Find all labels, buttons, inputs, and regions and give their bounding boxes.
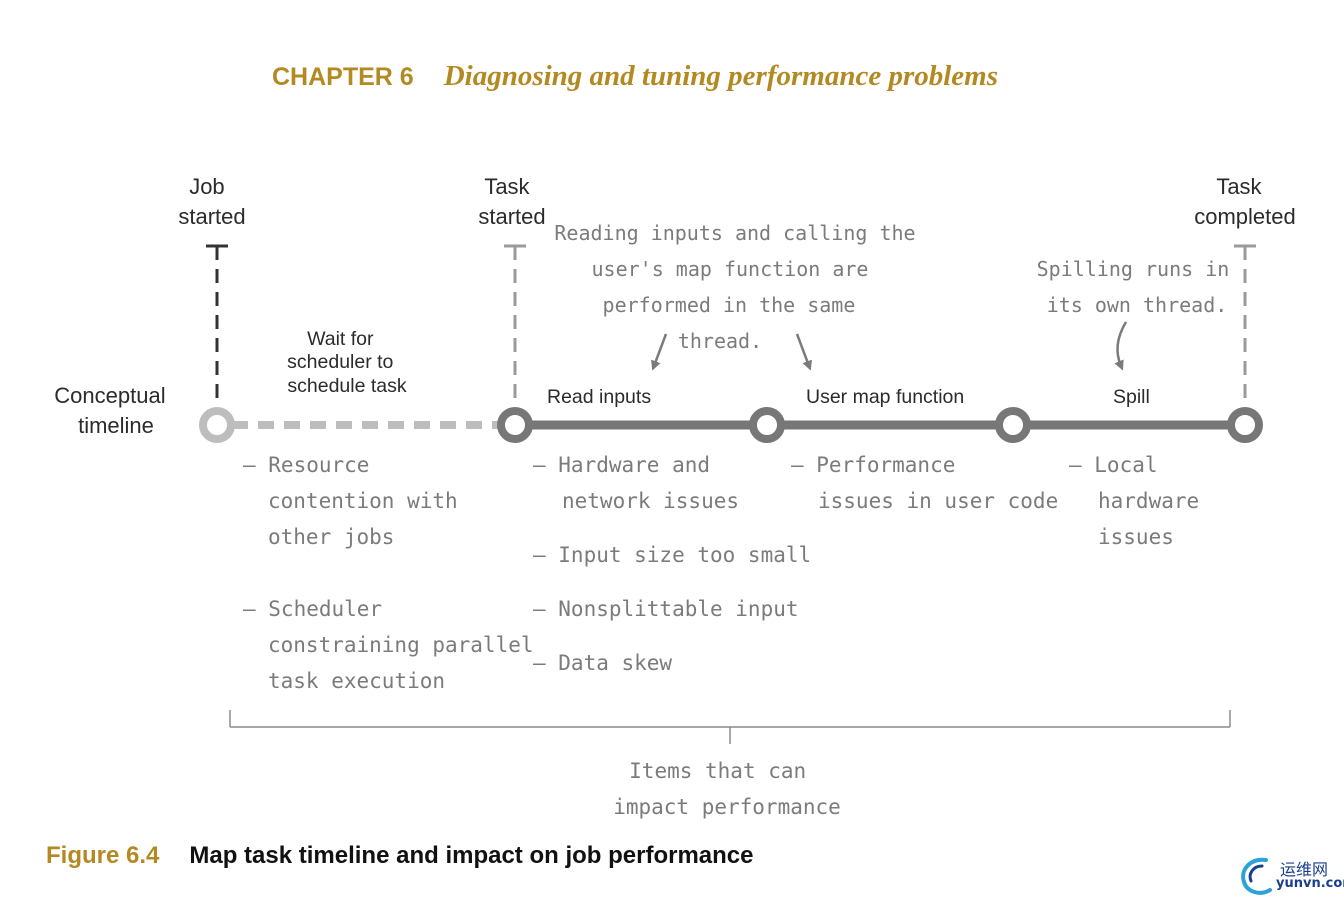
issue-hardware-network: – Hardware and network issues	[533, 453, 739, 513]
task-started-marker	[504, 244, 526, 406]
task-started-label: Task started	[478, 174, 545, 229]
phase-spill-label: Spill	[1113, 386, 1150, 408]
impact-bracket-label: Items that can impact performance	[613, 759, 841, 819]
timeline-node-job-start	[199, 407, 235, 443]
annotation-arrow-left	[651, 333, 668, 371]
watermark-swirl-icon	[1241, 857, 1272, 895]
impact-bracket	[229, 710, 1231, 744]
task-completed-label: Task completed	[1194, 174, 1296, 229]
timeline-node-task-start	[497, 407, 533, 443]
issue-data-skew: – Data skew	[533, 651, 672, 675]
watermark-text-en: yunvn.com	[1276, 876, 1344, 891]
issue-user-code-performance: – Performance issues in user code	[791, 453, 1058, 513]
annotation-arrow-right	[795, 333, 812, 371]
issue-local-hardware: – Local hardware issues	[1069, 453, 1212, 549]
issue-input-size-too-small: – Input size too small	[533, 543, 811, 567]
job-started-label: Job started	[178, 174, 245, 229]
timeline-node-spill-start	[995, 407, 1031, 443]
chapter-title: Diagnosing and tuning performance proble…	[443, 60, 999, 92]
chapter-number: CHAPTER 6	[272, 63, 414, 91]
figure-title: Map task timeline and impact on job perf…	[189, 842, 754, 869]
task-completed-marker	[1234, 244, 1256, 406]
conceptual-timeline-label: Conceptual timeline	[54, 383, 171, 438]
phase-user-map-function-label: User map function	[806, 386, 964, 408]
watermark-text-cn: 运维网	[1280, 860, 1329, 879]
issue-scheduler-constraint: – Scheduler constraining parallel task e…	[243, 597, 546, 693]
annotation-arrow-spill	[1114, 321, 1128, 371]
phase-read-inputs-label: Read inputs	[547, 386, 651, 408]
annotation-same-thread: Reading inputs and calling the user's ma…	[554, 221, 927, 353]
phase-wait-label: Wait for scheduler to schedule task	[287, 328, 407, 397]
annotation-spill-thread: Spilling runs in its own thread.	[1037, 257, 1242, 317]
figure-caption: Figure 6.4 Map task timeline and impact …	[46, 842, 754, 870]
timeline-node-task-end	[1227, 407, 1263, 443]
figure-number: Figure 6.4	[46, 842, 160, 869]
page-header: CHAPTER 6 Diagnosing and tuning performa…	[272, 60, 998, 100]
timeline-node-map-start	[749, 407, 785, 443]
issue-nonsplittable-input: – Nonsplittable input	[533, 597, 799, 621]
job-started-marker	[206, 244, 228, 406]
issue-resource-contention: – Resource contention with other jobs	[243, 453, 470, 549]
watermark-logo: 运维网 yunvn.com	[1236, 852, 1344, 898]
